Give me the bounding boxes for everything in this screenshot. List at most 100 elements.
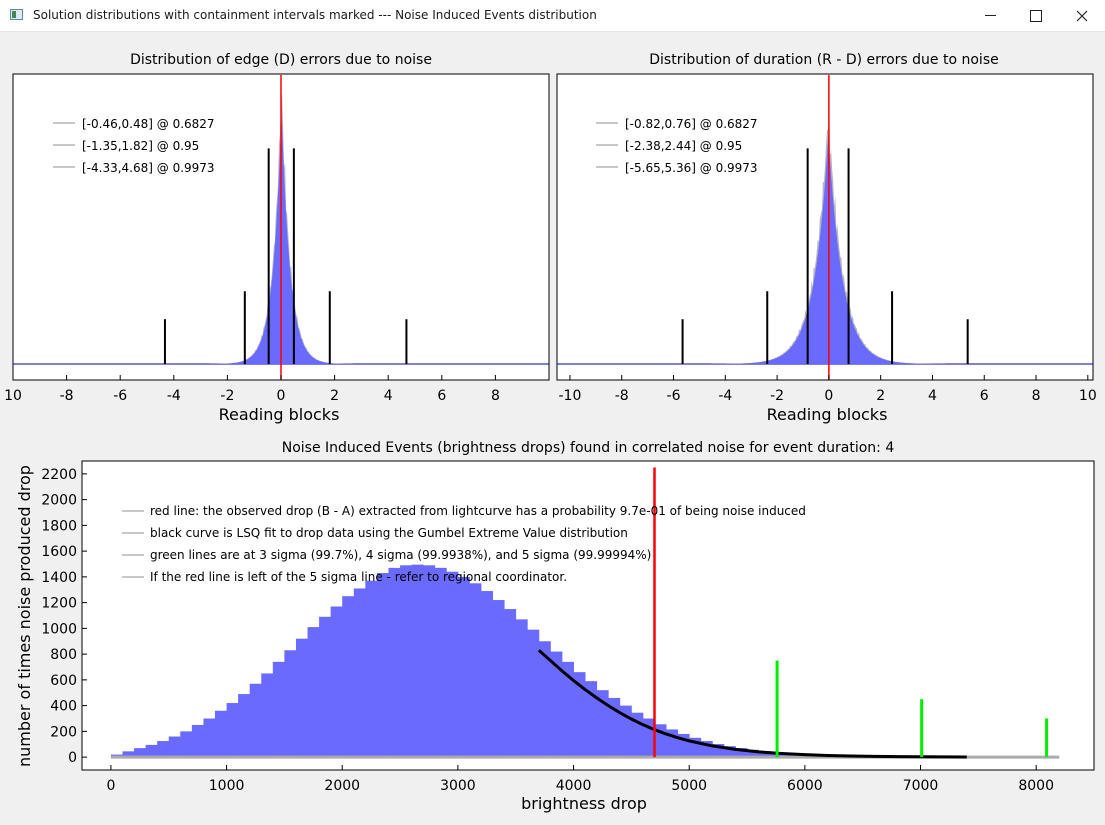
x-tick-label: -4: [718, 388, 732, 404]
x-tick-label: 7000: [903, 778, 939, 794]
x-tick-label: 0: [106, 778, 115, 794]
histogram-bar: [666, 729, 679, 758]
minimize-button[interactable]: [967, 0, 1013, 31]
histogram-bar: [608, 697, 621, 758]
window-title: Solution distributions with containment …: [33, 8, 597, 22]
histogram-bar: [307, 627, 320, 758]
x-tick-label: -8: [60, 388, 74, 404]
histogram-bar: [758, 751, 771, 758]
y-tick-label: 0: [68, 750, 77, 766]
histogram-bar: [203, 718, 216, 758]
x-tick-label: 8: [1032, 388, 1041, 404]
histogram-bar: [157, 741, 170, 758]
legend: [-0.46,0.48] @ 0.6827 [-1.35,1.82] @ 0.9…: [53, 117, 215, 175]
histogram-bar: [677, 733, 690, 758]
histogram-bar: [284, 650, 297, 758]
x-tick-label: 6: [437, 388, 446, 404]
y-tick-label: 1400: [41, 570, 77, 586]
histogram-bar: [596, 690, 609, 758]
legend-entry: green lines are at 3 sigma (99.7%), 4 si…: [150, 548, 651, 562]
x-tick-label: -8: [615, 388, 629, 404]
histogram-bar: [561, 661, 574, 758]
histogram-bar: [538, 641, 551, 758]
close-icon: [1076, 10, 1088, 21]
duration-error-chart: Distribution of duration (R - D) errors …: [556, 52, 1097, 424]
legend-entry: black curve is LSQ fit to drop data usin…: [150, 526, 628, 540]
histogram-bar: [122, 751, 135, 758]
legend-entry: [-4.33,4.68] @ 0.9973: [82, 161, 215, 175]
histogram-bar: [504, 609, 517, 758]
histogram-bar: [585, 681, 598, 758]
histogram-bar: [180, 731, 193, 758]
x-tick-label: -6: [667, 388, 681, 404]
x-tick-label: 2: [876, 388, 885, 404]
histogram-bar: [712, 743, 725, 758]
histogram-bar: [226, 703, 239, 758]
x-tick-label: 2000: [324, 778, 360, 794]
histogram-bar: [295, 638, 308, 758]
histogram-bar: [272, 661, 285, 758]
x-tick-label: 10: [4, 388, 22, 404]
y-tick-label: 1000: [41, 621, 77, 637]
histogram-bar: [457, 576, 470, 758]
x-tick-label: -2: [770, 388, 784, 404]
histogram-bar: [145, 744, 158, 758]
legend: [-0.82,0.76] @ 0.6827 [-2.38,2.44] @ 0.9…: [596, 117, 758, 175]
maximize-button[interactable]: [1013, 0, 1059, 31]
minimize-icon: [984, 15, 996, 16]
x-tick-label: 4: [384, 388, 393, 404]
y-tick-label: 1600: [41, 544, 77, 560]
title-bar: Solution distributions with containment …: [0, 0, 1105, 32]
histogram-bar: [411, 564, 424, 758]
histogram-bar: [330, 606, 343, 758]
x-axis-label: Reading blocks: [219, 405, 340, 424]
histogram-bar: [423, 565, 436, 758]
x-tick-label: 4: [928, 388, 937, 404]
histogram-bar: [446, 571, 459, 758]
histogram-bar: [353, 588, 366, 758]
y-tick-label: 200: [50, 724, 77, 740]
gumbel-fit-curve: [537, 649, 967, 759]
x-tick-label: 3000: [440, 778, 476, 794]
histogram-bar: [654, 724, 667, 758]
noise-induced-events-chart: Noise Induced Events (brightness drops) …: [15, 440, 1095, 813]
x-tick-label: -10: [559, 388, 582, 404]
y-tick-label: 400: [50, 699, 77, 715]
histogram-bar: [168, 736, 181, 758]
x-tick-label: -2: [220, 388, 234, 404]
app-icon: [10, 9, 23, 20]
histogram-bar: [215, 710, 227, 758]
histogram-bar: [469, 583, 482, 758]
histogram-bar: [434, 567, 447, 758]
histogram-bar: [261, 673, 274, 758]
histogram-bar: [619, 705, 632, 758]
y-tick-label: 2000: [41, 493, 77, 509]
histogram-bar: [376, 573, 389, 758]
histogram-fill: [557, 139, 1093, 364]
y-tick-label: 1800: [41, 518, 77, 534]
chart-title: Noise Induced Events (brightness drops) …: [282, 440, 895, 456]
histogram-bar: [400, 565, 413, 758]
y-axis-label: number of times noise produced drop: [15, 465, 34, 767]
legend-entry: [-2.38,2.44] @ 0.95: [625, 139, 742, 153]
x-tick-label: 6000: [787, 778, 823, 794]
x-tick-label: -4: [167, 388, 181, 404]
legend-entry: [-0.82,0.76] @ 0.6827: [625, 117, 758, 131]
y-tick-label: 1200: [41, 596, 77, 612]
histogram-bar: [700, 741, 713, 758]
histogram-bar: [365, 580, 378, 758]
histogram-bar: [550, 651, 563, 758]
histogram-bar: [249, 683, 262, 758]
x-axis-label: Reading blocks: [767, 405, 888, 424]
x-tick-label: 2: [330, 388, 339, 404]
close-button[interactable]: [1059, 0, 1105, 31]
chart-title: Distribution of edge (D) errors due to n…: [130, 52, 432, 68]
histogram-bar: [573, 672, 586, 758]
histogram-bar: [342, 596, 355, 758]
x-tick-label: 8000: [1018, 778, 1054, 794]
x-tick-label: 1000: [209, 778, 245, 794]
histogram-bar: [747, 749, 759, 758]
x-tick-label: 0: [824, 388, 833, 404]
y-tick-label: 2200: [41, 467, 77, 483]
histogram-bar: [735, 748, 748, 758]
